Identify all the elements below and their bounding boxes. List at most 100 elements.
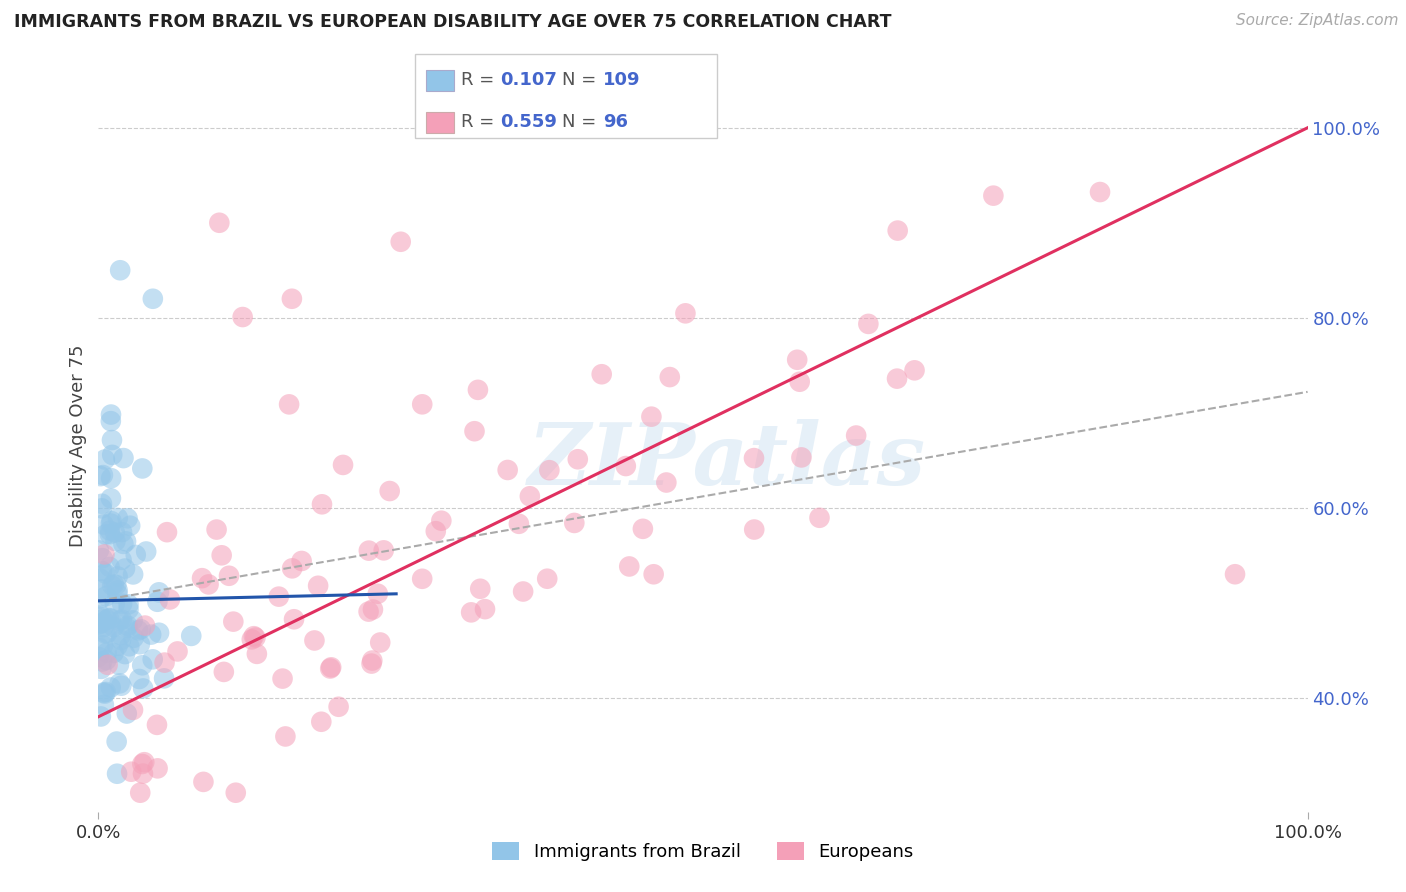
- Point: [631, 522, 654, 536]
- Point: [91, 655, 114, 669]
- Text: IMMIGRANTS FROM BRAZIL VS EUROPEAN DISABILITY AGE OVER 75 CORRELATION CHART: IMMIGRANTS FROM BRAZIL VS EUROPEAN DISAB…: [14, 13, 891, 31]
- Point: [100, 514, 122, 528]
- Point: [114, 561, 136, 575]
- Point: [742, 451, 765, 466]
- Point: [886, 371, 908, 385]
- Point: [132, 766, 155, 780]
- Text: N =: N =: [562, 113, 602, 131]
- Point: [90, 582, 112, 597]
- Point: [94, 566, 117, 581]
- Point: [463, 424, 485, 438]
- Y-axis label: Disability Age Over 75: Disability Age Over 75: [69, 344, 87, 548]
- Point: [94, 626, 117, 640]
- Point: [148, 625, 170, 640]
- Point: [790, 450, 813, 465]
- Point: [368, 635, 391, 649]
- Point: [983, 188, 1005, 202]
- Text: 109: 109: [603, 71, 641, 89]
- Point: [98, 560, 121, 574]
- Point: [858, 317, 880, 331]
- Point: [225, 786, 247, 800]
- Point: [107, 639, 129, 653]
- Point: [411, 572, 433, 586]
- Point: [232, 310, 254, 324]
- Point: [240, 632, 263, 647]
- Point: [321, 660, 343, 674]
- Text: 0.559: 0.559: [501, 113, 557, 131]
- Point: [98, 527, 121, 541]
- Point: [191, 571, 214, 585]
- Point: [378, 483, 401, 498]
- Point: [110, 633, 132, 648]
- Point: [101, 433, 124, 447]
- Point: [105, 734, 128, 748]
- Point: [271, 672, 294, 686]
- Point: [108, 676, 131, 690]
- Point: [903, 363, 925, 377]
- Point: [91, 497, 114, 511]
- Point: [96, 646, 118, 660]
- Point: [100, 516, 122, 531]
- Point: [94, 527, 117, 541]
- Point: [567, 452, 589, 467]
- Point: [90, 662, 112, 676]
- Point: [91, 551, 114, 566]
- Point: [104, 597, 127, 611]
- Point: [117, 602, 139, 616]
- Point: [89, 609, 111, 624]
- Point: [93, 685, 115, 699]
- Point: [129, 622, 152, 636]
- Point: [127, 624, 149, 638]
- Point: [205, 523, 228, 537]
- Point: [281, 561, 304, 575]
- Point: [97, 611, 120, 625]
- Point: [411, 397, 433, 411]
- Text: 0.107: 0.107: [501, 71, 557, 89]
- Point: [131, 461, 153, 475]
- Point: [278, 397, 301, 411]
- Point: [87, 543, 110, 558]
- Point: [134, 755, 156, 769]
- Point: [94, 687, 117, 701]
- Point: [508, 516, 530, 531]
- Point: [131, 757, 153, 772]
- Point: [121, 613, 143, 627]
- Point: [467, 383, 489, 397]
- Point: [105, 766, 128, 780]
- Point: [117, 598, 139, 612]
- Point: [675, 306, 697, 320]
- Point: [808, 510, 831, 524]
- Point: [100, 471, 122, 485]
- Point: [110, 679, 132, 693]
- Point: [328, 699, 350, 714]
- Point: [153, 656, 176, 670]
- Point: [89, 591, 111, 606]
- Point: [90, 501, 112, 516]
- Point: [208, 216, 231, 230]
- Point: [614, 458, 637, 473]
- Point: [114, 647, 136, 661]
- Point: [118, 640, 141, 654]
- Point: [180, 629, 202, 643]
- Point: [373, 543, 395, 558]
- Point: [122, 703, 145, 717]
- Point: [643, 567, 665, 582]
- Point: [93, 517, 115, 532]
- Point: [120, 518, 142, 533]
- Point: [146, 761, 169, 775]
- Point: [120, 764, 142, 779]
- Point: [640, 409, 662, 424]
- Point: [111, 613, 134, 627]
- Point: [111, 597, 134, 611]
- Point: [101, 578, 124, 592]
- Point: [142, 292, 165, 306]
- Point: [658, 370, 681, 384]
- Point: [96, 589, 118, 603]
- Point: [111, 525, 134, 540]
- Point: [100, 414, 122, 428]
- Point: [108, 657, 131, 672]
- Point: [100, 491, 122, 506]
- Point: [332, 458, 354, 472]
- Point: [103, 646, 125, 660]
- Point: [562, 516, 585, 530]
